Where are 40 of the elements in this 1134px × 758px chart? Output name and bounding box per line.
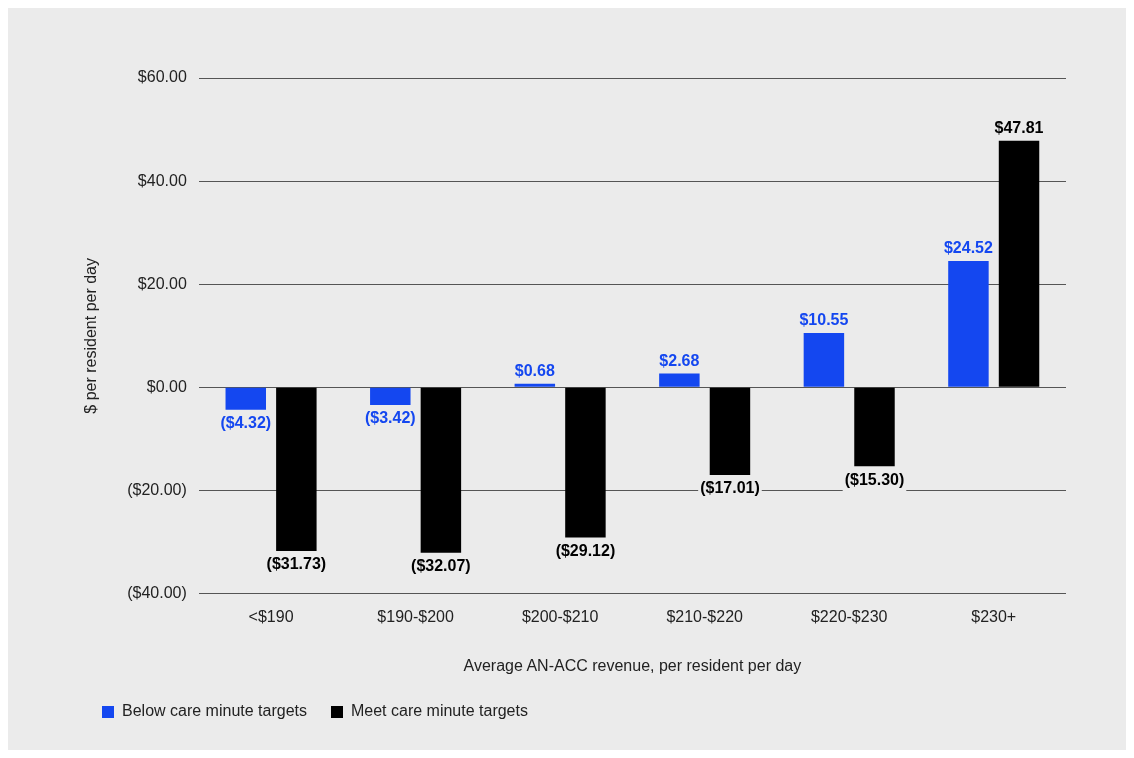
x-tick-label: <$190: [248, 607, 294, 625]
bar: [854, 387, 895, 467]
bar: [276, 387, 317, 551]
data-label: ($3.42): [364, 409, 416, 427]
y-tick-label: $0.00: [146, 377, 187, 395]
y-tick-label: $20.00: [137, 274, 187, 292]
legend-label: Meet care minute targets: [350, 702, 528, 720]
y-tick-label: $40.00: [137, 171, 187, 189]
bar: [709, 387, 751, 476]
x-axis-title: Average AN-ACC revenue, per resident per day: [463, 656, 802, 674]
bar: [420, 387, 462, 553]
bar: [803, 332, 845, 387]
data-label: $0.68: [514, 362, 555, 380]
y-axis-title: $ per resident per day: [82, 257, 100, 414]
bar: [948, 260, 989, 387]
x-tick-label: $220-$230: [810, 607, 888, 625]
y-tick-label: $60.00: [137, 68, 187, 86]
y-tick-label: ($20.00): [127, 480, 187, 498]
data-label: ($31.73): [266, 555, 327, 573]
bar: [370, 387, 411, 405]
x-tick-label: $210-$220: [666, 607, 744, 625]
data-label: $2.68: [659, 351, 700, 369]
data-label: $10.55: [799, 311, 849, 329]
bar: [565, 387, 606, 538]
y-tick-label: ($40.00): [127, 584, 187, 602]
data-label: ($17.01): [700, 479, 760, 497]
data-label: $47.81: [994, 119, 1044, 137]
x-tick-label: $190-$200: [377, 607, 454, 625]
data-label: ($15.30): [844, 470, 905, 488]
bar: [225, 387, 266, 410]
bar: [514, 383, 556, 387]
data-label: ($4.32): [220, 414, 272, 432]
data-label: $24.52: [943, 239, 994, 257]
bar: [998, 140, 1040, 387]
x-tick-label: $200-$210: [521, 607, 599, 625]
legend-label: Below care minute targets: [122, 702, 307, 720]
data-label: ($32.07): [411, 557, 471, 575]
data-label: ($29.12): [555, 541, 616, 559]
bar: [659, 373, 700, 387]
x-tick-label: $230+: [971, 607, 1017, 625]
